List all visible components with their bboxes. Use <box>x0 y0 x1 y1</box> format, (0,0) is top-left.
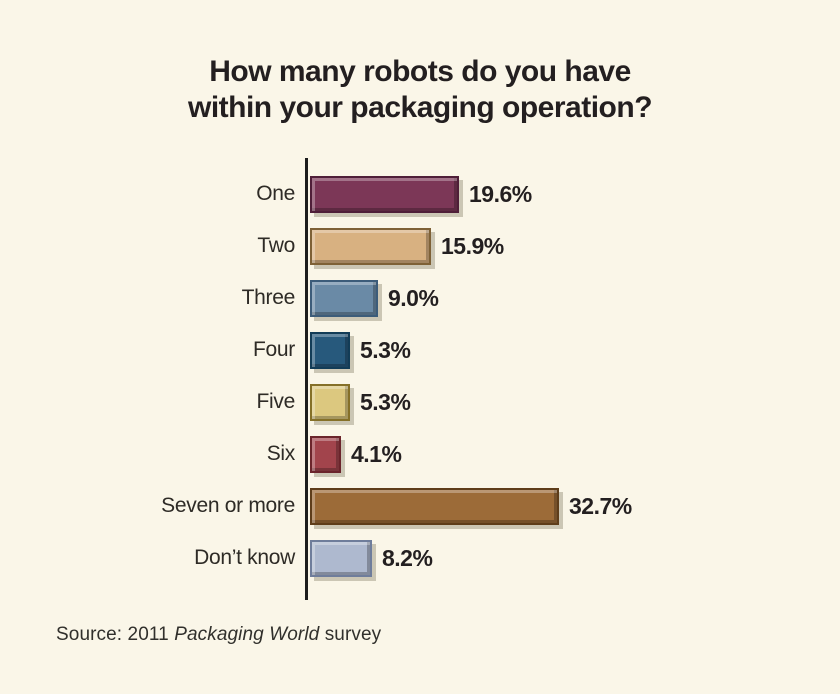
category-label: Four <box>253 338 295 361</box>
bar-six <box>310 435 341 473</box>
source-prefix: Source: 2011 <box>56 624 175 645</box>
category-label: Six <box>266 442 296 465</box>
bar-row: One 19.6% <box>0 168 840 220</box>
chart-canvas: How many robots do you have within your … <box>0 54 840 694</box>
source-note: Source: 2011 Packaging World survey <box>56 624 840 646</box>
chart-title: How many robots do you have within your … <box>0 54 840 126</box>
value-label: 5.3% <box>360 388 411 415</box>
y-axis-line <box>305 158 308 600</box>
value-label: 4.1% <box>351 440 402 467</box>
bar-don-t-know <box>310 539 372 577</box>
bar-row: Seven or more 32.7% <box>0 480 840 532</box>
bar-two <box>310 227 431 265</box>
bar-row: Four 5.3% <box>0 324 840 376</box>
category-label: Three <box>241 286 296 309</box>
value-label: 15.9% <box>441 232 504 259</box>
bar-rows: One 19.6% Two 15.9% Three 9.0% Four 5.3% Five 5.3… <box>0 168 840 584</box>
bar-row: Six 4.1% <box>0 428 840 480</box>
bar-row: Three 9.0% <box>0 272 840 324</box>
source-publication: Packaging World <box>174 624 320 645</box>
category-label: One <box>256 182 295 205</box>
value-label: 9.0% <box>388 284 439 311</box>
bar-seven-or-more <box>310 487 559 525</box>
bar-three <box>310 279 378 317</box>
category-label: Five <box>256 390 296 413</box>
bar-chart: One 19.6% Two 15.9% Three 9.0% Four 5.3% Five 5.3… <box>0 158 840 600</box>
value-label: 5.3% <box>360 336 411 363</box>
chart-title-line2: within your packaging operation? <box>187 91 653 124</box>
bar-five <box>310 383 350 421</box>
bar-row: Five 5.3% <box>0 376 840 428</box>
bar-row: Don’t know 8.2% <box>0 532 840 584</box>
source-suffix: survey <box>319 624 382 645</box>
bar-four <box>310 331 350 369</box>
bar-row: Two 15.9% <box>0 220 840 272</box>
category-label: Two <box>257 234 295 257</box>
category-label: Don’t know <box>194 546 295 569</box>
value-label: 19.6% <box>469 180 532 207</box>
value-label: 8.2% <box>382 544 433 571</box>
chart-title-line1: How many robots do you have <box>209 55 631 88</box>
bar-one <box>310 175 459 213</box>
value-label: 32.7% <box>569 492 632 519</box>
category-label: Seven or more <box>161 494 295 517</box>
